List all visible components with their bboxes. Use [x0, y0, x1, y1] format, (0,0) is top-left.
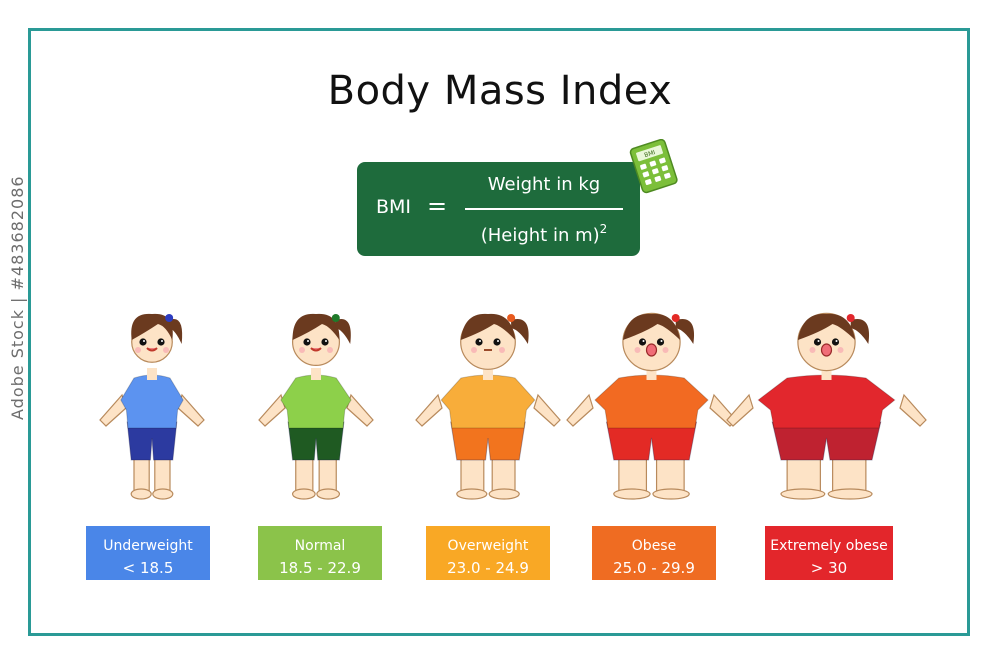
category-name: Overweight	[447, 538, 529, 554]
formula-equals: =	[427, 192, 448, 220]
bmi-figure-4	[559, 300, 744, 514]
category-range: > 30	[810, 559, 848, 577]
fraction-bar	[465, 208, 623, 210]
category-name: Extremely obese	[770, 538, 888, 554]
formula-lhs: BMI	[376, 196, 412, 218]
bmi-figure-1	[92, 300, 212, 514]
formula-numerator: Weight in kg	[487, 174, 601, 195]
category-label-4: Obese 25.0 - 29.9	[592, 526, 716, 580]
category-name: Underweight	[103, 538, 193, 554]
category-name: Obese	[631, 538, 677, 554]
category-label-2: Normal 18.5 - 22.9	[258, 526, 382, 580]
category-range: < 18.5	[122, 559, 174, 577]
watermark-text: Adobe Stock | #483682086	[8, 175, 27, 420]
formula-denominator: (Height in m)2	[465, 222, 623, 246]
page-title: Body Mass Index	[327, 68, 673, 114]
category-label-1: Underweight < 18.5	[86, 526, 210, 580]
formula-exponent: 2	[599, 222, 608, 236]
category-range: 23.0 - 24.9	[447, 559, 529, 577]
category-name: Normal	[294, 538, 346, 554]
category-range: 18.5 - 22.9	[279, 559, 361, 577]
category-label-5: Extremely obese > 30	[765, 526, 893, 580]
denominator-text: (Height in m)	[480, 225, 600, 246]
calculator-label: BMI	[643, 149, 656, 159]
category-label-3: Overweight 23.0 - 24.9	[426, 526, 550, 580]
calculator-icon: BMI	[629, 139, 678, 194]
category-range: 25.0 - 29.9	[613, 559, 695, 577]
bmi-figure-5	[719, 300, 934, 514]
bmi-figure-2	[251, 300, 381, 514]
bmi-figure-3	[408, 300, 568, 514]
bmi-formula-box: BMI = Weight in kg (Height in m)2	[357, 162, 640, 256]
border-frame	[28, 28, 970, 636]
